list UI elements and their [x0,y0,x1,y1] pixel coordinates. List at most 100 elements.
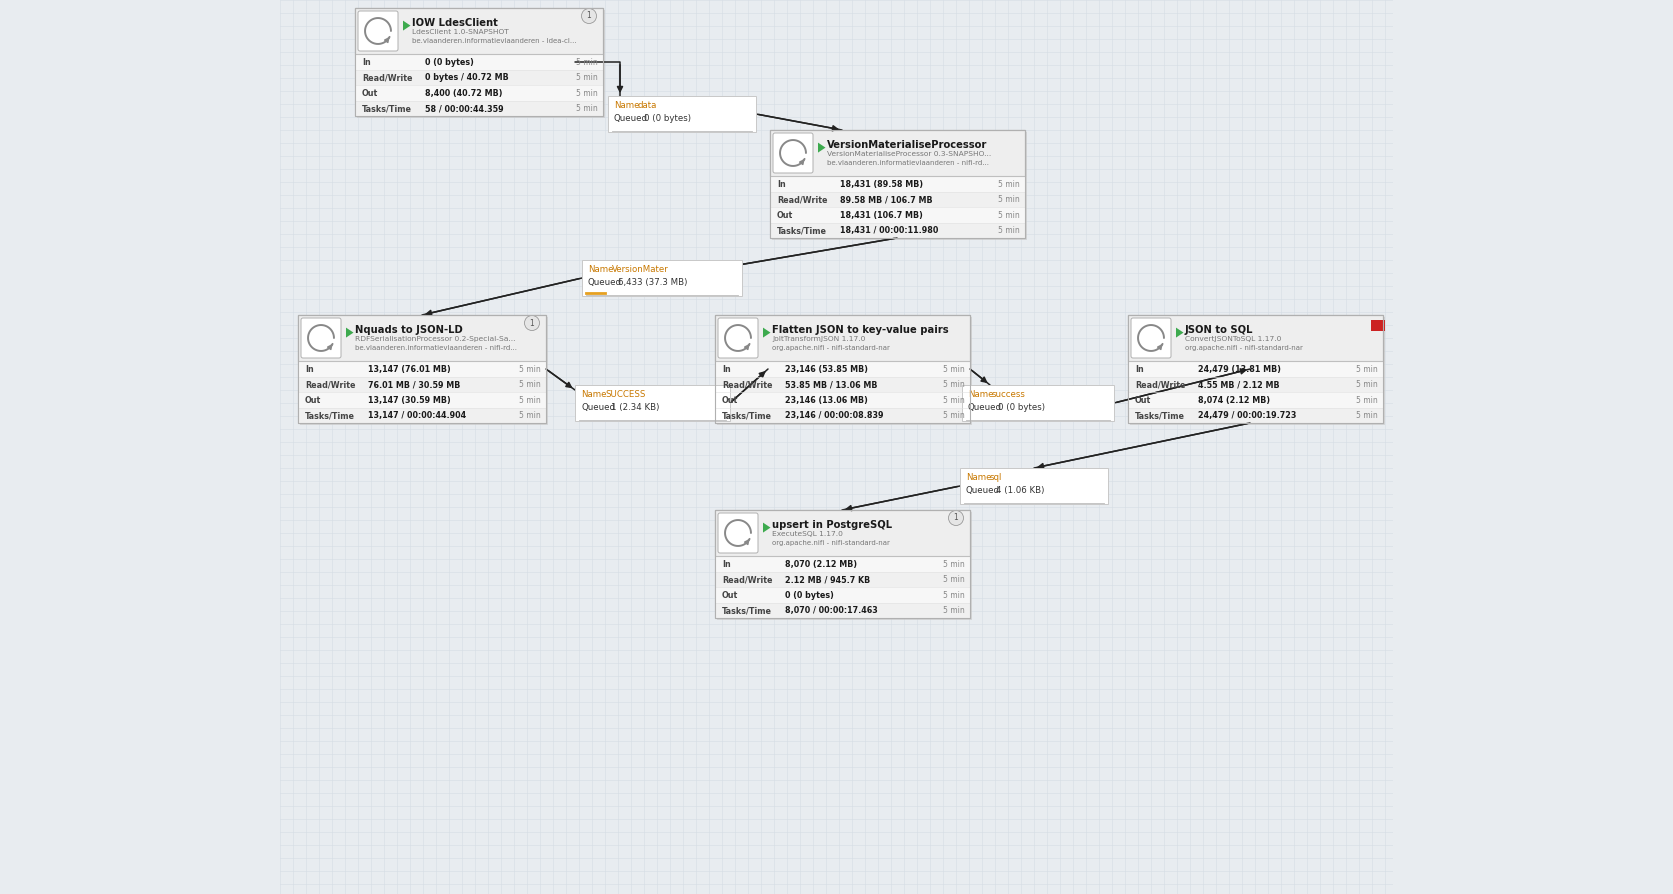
Text: 5 min: 5 min [999,180,1021,189]
Text: 5 min: 5 min [519,396,540,405]
Text: 5 min: 5 min [999,211,1021,220]
Text: 5 min: 5 min [576,89,597,97]
Text: 8,070 / 00:00:17.463: 8,070 / 00:00:17.463 [785,606,878,615]
Text: VersionMater: VersionMater [612,265,669,274]
FancyBboxPatch shape [770,176,1026,191]
Text: 5 min: 5 min [519,411,540,420]
Text: ExecuteSQL 1.17.0: ExecuteSQL 1.17.0 [771,531,843,537]
FancyBboxPatch shape [355,85,602,100]
Text: 8,074 (2.12 MB): 8,074 (2.12 MB) [1198,396,1270,405]
Polygon shape [403,21,410,30]
Text: 1: 1 [530,318,534,327]
FancyBboxPatch shape [770,130,1026,238]
Text: Name: Name [965,473,992,482]
Text: 5 min: 5 min [519,365,540,374]
Text: In: In [361,58,371,67]
Text: sql: sql [990,473,1002,482]
Circle shape [525,316,539,331]
Text: org.apache.nifi - nifi-standard-nar: org.apache.nifi - nifi-standard-nar [1184,345,1303,351]
Text: 24,479 (13.81 MB): 24,479 (13.81 MB) [1198,365,1282,374]
FancyBboxPatch shape [298,315,545,423]
FancyBboxPatch shape [355,8,602,116]
Text: 24,479 / 00:00:19.723: 24,479 / 00:00:19.723 [1198,411,1297,420]
FancyBboxPatch shape [1128,392,1384,408]
Text: be.vlaanderen.informatievlaanderen - nifi-rd...: be.vlaanderen.informatievlaanderen - nif… [355,345,517,351]
Text: In: In [723,560,731,569]
FancyBboxPatch shape [714,408,970,423]
Text: 5 min: 5 min [576,73,597,82]
FancyBboxPatch shape [714,587,970,603]
Text: Flatten JSON to key-value pairs: Flatten JSON to key-value pairs [771,325,949,335]
Text: 13,147 (76.01 MB): 13,147 (76.01 MB) [368,365,450,374]
Text: 5 min: 5 min [1357,411,1379,420]
Text: Tasks/Time: Tasks/Time [723,411,771,420]
Text: 5 min: 5 min [944,396,965,405]
Text: 8,070 (2.12 MB): 8,070 (2.12 MB) [785,560,857,569]
FancyBboxPatch shape [773,133,813,173]
Text: LdesClient 1.0-SNAPSHOT: LdesClient 1.0-SNAPSHOT [412,29,509,35]
Text: In: In [304,365,315,374]
Text: Tasks/Time: Tasks/Time [776,226,826,235]
Text: 18,431 (89.58 MB): 18,431 (89.58 MB) [840,180,923,189]
Text: Name: Name [581,390,607,399]
FancyBboxPatch shape [298,376,545,392]
Text: 1 (2.34 KB): 1 (2.34 KB) [611,403,659,412]
Text: be.vlaanderen.informatievlaanderen - nifi-rd...: be.vlaanderen.informatievlaanderen - nif… [826,160,989,166]
Polygon shape [1176,327,1183,338]
Text: 4.55 MB / 2.12 MB: 4.55 MB / 2.12 MB [1198,380,1280,390]
FancyBboxPatch shape [1128,315,1384,361]
Text: Tasks/Time: Tasks/Time [304,411,355,420]
Text: Tasks/Time: Tasks/Time [361,105,412,114]
Text: Read/Write: Read/Write [304,380,355,390]
Text: 5 min: 5 min [944,576,965,585]
Text: org.apache.nifi - nifi-standard-nar: org.apache.nifi - nifi-standard-nar [771,540,890,546]
FancyBboxPatch shape [770,223,1026,238]
Text: 1: 1 [587,12,591,21]
FancyBboxPatch shape [718,513,758,553]
Text: 4 (1.06 KB): 4 (1.06 KB) [995,486,1044,495]
FancyBboxPatch shape [960,468,1108,504]
Text: 0 bytes / 40.72 MB: 0 bytes / 40.72 MB [425,73,509,82]
Text: Name: Name [969,390,994,399]
FancyBboxPatch shape [355,8,602,54]
Text: data: data [637,101,657,110]
FancyBboxPatch shape [714,603,970,618]
Polygon shape [763,523,771,533]
Text: 53.85 MB / 13.06 MB: 53.85 MB / 13.06 MB [785,380,878,390]
Text: 18,431 (106.7 MB): 18,431 (106.7 MB) [840,211,923,220]
Text: Out: Out [1134,396,1151,405]
FancyBboxPatch shape [714,315,970,361]
Text: Tasks/Time: Tasks/Time [1134,411,1184,420]
FancyBboxPatch shape [301,318,341,358]
Text: Out: Out [723,591,738,600]
Text: 58 / 00:00:44.359: 58 / 00:00:44.359 [425,105,504,114]
Text: 5 min: 5 min [576,58,597,67]
Text: ConvertJSONToSQL 1.17.0: ConvertJSONToSQL 1.17.0 [1184,336,1282,342]
Text: Nquads to JSON-LD: Nquads to JSON-LD [355,325,463,335]
Text: Queued: Queued [581,403,616,412]
Text: Out: Out [723,396,738,405]
FancyBboxPatch shape [355,54,602,70]
Text: Queued: Queued [587,278,622,287]
Text: 18,431 / 00:00:11.980: 18,431 / 00:00:11.980 [840,226,939,235]
FancyBboxPatch shape [355,100,602,116]
FancyBboxPatch shape [356,10,606,118]
Text: 5 min: 5 min [944,606,965,615]
Text: 5 min: 5 min [944,380,965,390]
Text: 5 min: 5 min [1357,396,1379,405]
FancyBboxPatch shape [714,376,970,392]
FancyBboxPatch shape [299,317,549,425]
Polygon shape [346,327,353,338]
Text: upsert in PostgreSQL: upsert in PostgreSQL [771,520,892,530]
FancyBboxPatch shape [770,191,1026,207]
Text: Read/Write: Read/Write [723,576,773,585]
FancyBboxPatch shape [770,130,1026,176]
Text: Queued: Queued [969,403,1002,412]
FancyBboxPatch shape [714,571,970,587]
Text: 6,433 (37.3 MB): 6,433 (37.3 MB) [617,278,688,287]
Text: 89.58 MB / 106.7 MB: 89.58 MB / 106.7 MB [840,196,932,205]
Text: Queued: Queued [965,486,1000,495]
Text: Name: Name [614,101,639,110]
Text: 5 min: 5 min [1357,380,1379,390]
Text: 5 min: 5 min [999,196,1021,205]
